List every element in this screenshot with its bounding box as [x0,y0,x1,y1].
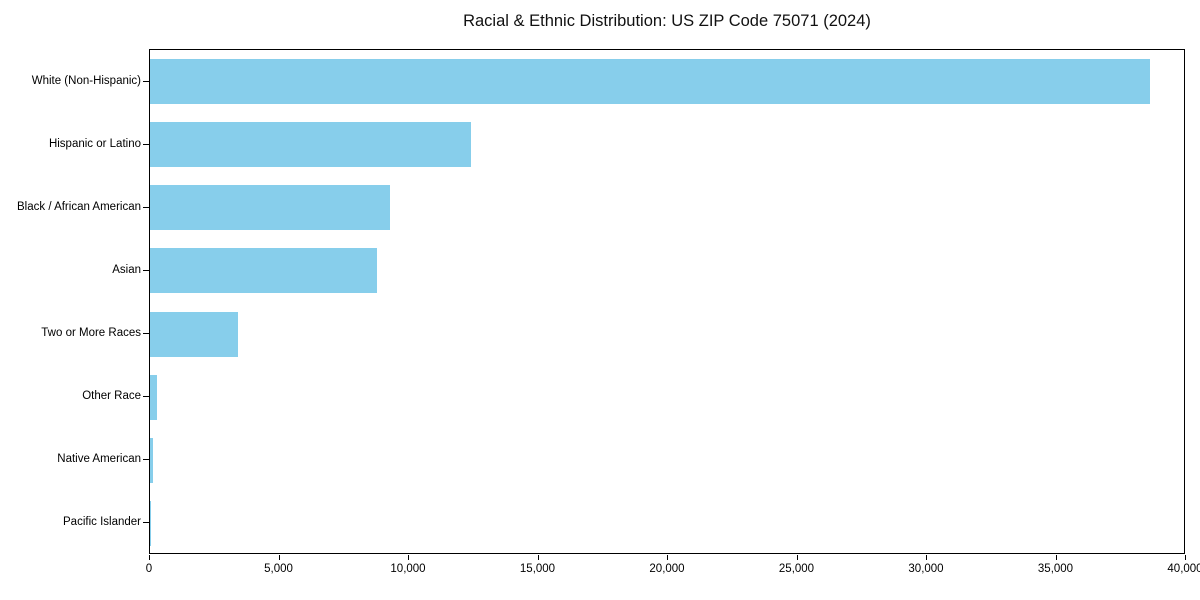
x-tick-label: 40,000 [1167,563,1200,575]
x-tick-label: 5,000 [264,563,293,575]
bar-black-african-american [150,185,391,231]
x-tick-label: 30,000 [908,563,944,575]
x-tick-label: 25,000 [778,563,815,575]
y-tick-mark [143,80,149,82]
chart-title: Racial & Ethnic Distribution: US ZIP Cod… [463,12,871,30]
y-tick-mark [143,459,149,461]
y-tick-mark [143,206,149,208]
plot-area [149,49,1185,554]
bar-native-american [150,437,154,483]
bar-two-or-more-races [150,311,238,357]
y-tick-label: Black / African American [17,200,141,213]
x-tick-label: 15,000 [519,563,556,575]
y-tick-label: White (Non-Hispanic) [31,74,141,87]
x-tick-mark [408,555,409,560]
x-tick-mark [278,555,280,560]
x-tick-mark [926,555,927,560]
x-tick-mark [796,555,798,560]
y-tick-mark [143,522,149,524]
x-tick-mark [1055,555,1057,560]
bar-pacific-islander [150,500,151,546]
bar-asian [150,248,378,294]
x-tick-label: 0 [145,563,153,575]
y-tick-label: Pacific Islander [63,516,141,529]
y-tick-mark [143,269,149,271]
x-tick-label: 20,000 [649,563,685,575]
y-tick-label: Asian [112,263,141,276]
x-tick-label: 10,000 [390,563,426,575]
x-tick-mark [667,555,668,560]
x-tick-label: 35,000 [1037,563,1074,575]
y-tick-label: Hispanic or Latino [48,137,141,150]
y-tick-label: Other Race [82,390,141,403]
bar-hispanic-or-latino [150,122,471,168]
bar-other-race [150,374,157,420]
x-tick-mark [149,555,150,560]
x-tick-mark [537,555,539,560]
x-tick-mark [1185,555,1186,560]
y-tick-mark [143,143,149,145]
y-tick-label: Native American [57,453,141,466]
bar-white-non-hispanic [150,59,1151,105]
y-tick-label: Two or More Races [41,327,141,340]
y-tick-mark [143,396,149,398]
y-tick-mark [143,333,149,335]
